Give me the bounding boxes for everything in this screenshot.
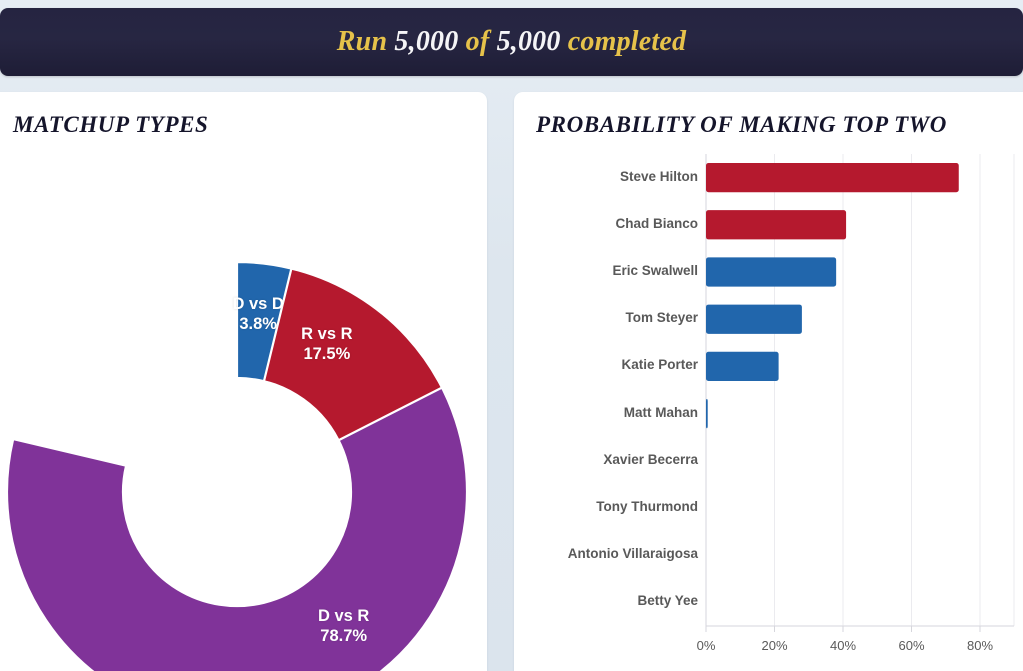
bar-category-label: Antonio Villaraigosa	[567, 546, 698, 562]
bar-category-label: Xavier Becerra	[603, 451, 698, 467]
bar-category-label: Betty Yee	[637, 593, 698, 609]
banner-suffix: completed	[567, 26, 687, 57]
banner-prefix: Run	[336, 26, 388, 57]
bar-category-label: Chad Bianco	[615, 215, 698, 231]
bar[interactable]	[706, 398, 708, 429]
bar-category-label: Matt Mahan	[623, 404, 698, 420]
bar-category-label: Steve Hilton	[619, 168, 698, 184]
bar[interactable]	[706, 162, 959, 193]
banner-total-runs: 5,000	[496, 26, 561, 57]
x-axis-tick-label: 60%	[898, 638, 925, 653]
bar-category-label: Tom Steyer	[625, 310, 698, 326]
bar-category-label: Tony Thurmond	[596, 499, 698, 514]
x-axis-tick-label: 20%	[761, 638, 788, 653]
bar-category-label: Eric Swalwell	[612, 263, 698, 278]
x-axis-tick-label: 0%	[696, 638, 716, 653]
banner-current-run: 5,000	[394, 26, 459, 57]
bar-category-label: Katie Porter	[621, 357, 698, 373]
bar[interactable]	[706, 210, 847, 240]
run-progress-banner: Run 5,000 of 5,000 completed	[0, 8, 1023, 76]
bar[interactable]	[706, 257, 837, 287]
banner-of: of	[465, 26, 490, 57]
matchup-types-panel: MATCHUP TYPES D vs R 78.7% R vs R 17.5% D vs…	[0, 92, 487, 671]
donut-slice[interactable]	[235, 260, 293, 383]
bar[interactable]	[706, 351, 779, 382]
x-axis-tick-label: 40%	[829, 638, 857, 653]
bar-chart-svg	[705, 154, 1015, 632]
donut-svg	[5, 260, 469, 671]
probability-top-two-bar-chart: 0% 20% 40% 60% 80% Steve Hilton Chad Bianco Eri…	[514, 148, 1023, 671]
run-progress-text: Run 5,000 of 5,000 completed	[337, 26, 686, 58]
x-axis-tick-label: 80%	[966, 638, 994, 653]
probability-top-two-title: PROBABILITY OF MAKING TOP TWO	[536, 112, 948, 137]
probability-top-two-panel: PROBABILITY OF MAKING TOP TWO 0% 20% 40% 60…	[514, 92, 1023, 671]
matchup-types-donut-chart: D vs R 78.7% R vs R 17.5% D vs D 3.8%	[0, 140, 487, 671]
bar[interactable]	[706, 304, 802, 334]
matchup-types-title: MATCHUP TYPES	[13, 112, 209, 137]
donut-slice[interactable]	[235, 260, 444, 442]
